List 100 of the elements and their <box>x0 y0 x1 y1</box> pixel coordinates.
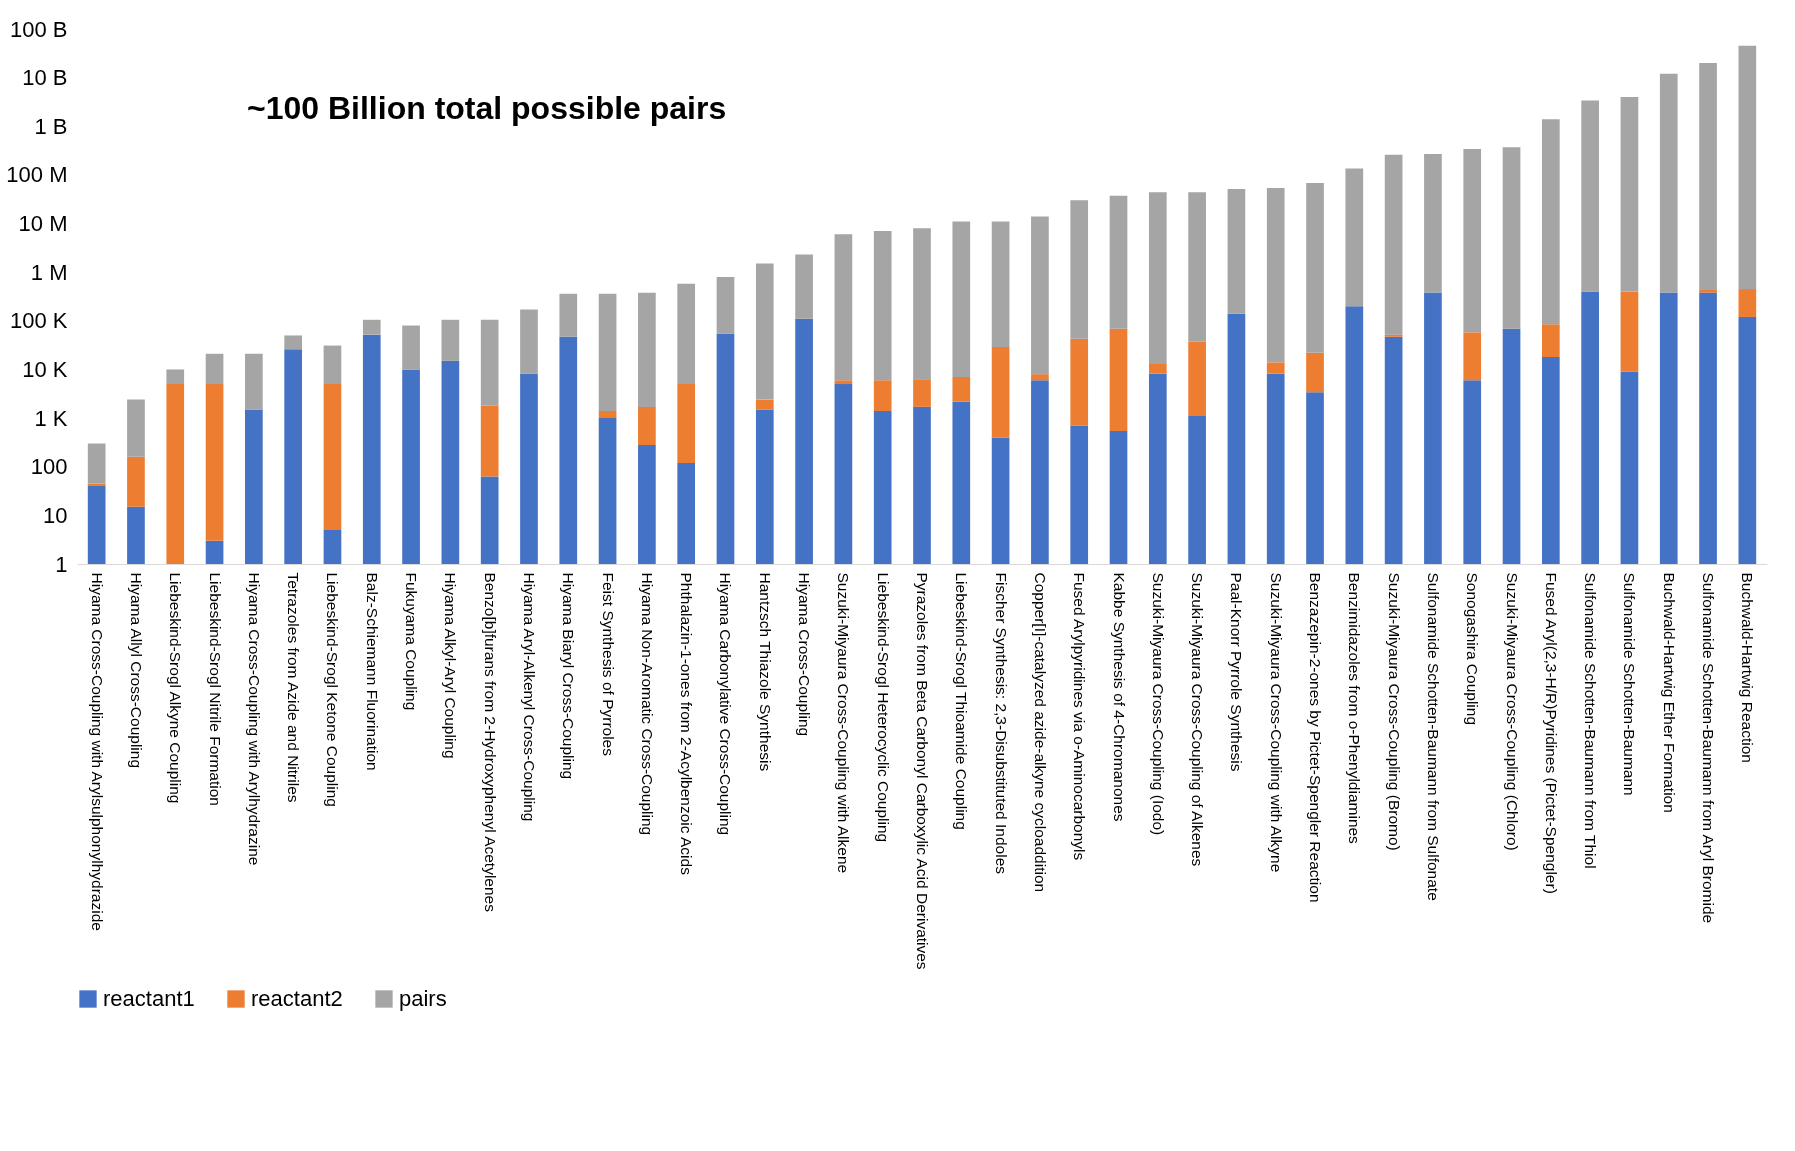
bar <box>284 335 303 350</box>
bar <box>520 309 538 374</box>
x-tick-label: Sulfonamide Schotten-Baumann <box>1621 572 1639 796</box>
x-tick-label: Fischer Synthesis: 2,3-Disubstituted Indoles <box>992 572 1010 875</box>
bar <box>834 384 853 564</box>
bar <box>755 399 774 410</box>
bar <box>284 349 303 564</box>
bar <box>952 376 971 402</box>
bar <box>1188 341 1206 417</box>
bar <box>952 221 971 377</box>
bar <box>991 221 1010 347</box>
x-tick-label: Hiyama Alkyl-Aryl Coupling <box>442 572 460 759</box>
bar <box>1306 183 1324 353</box>
bar <box>795 318 813 564</box>
bar <box>166 369 185 385</box>
bar <box>402 369 420 564</box>
bar <box>245 353 263 410</box>
bar <box>1188 192 1206 342</box>
x-tick-label: Suzuki-Miyaura Cross-Coupling (Chloro) <box>1503 572 1521 851</box>
bar <box>1463 149 1482 333</box>
x-tick-label: Sulfonamide Schotten-Baumann from Thiol <box>1582 572 1600 869</box>
bar <box>1738 45 1757 290</box>
bar <box>245 409 263 564</box>
bar <box>638 444 656 564</box>
bar <box>1384 154 1403 335</box>
bar <box>1738 316 1757 564</box>
bar <box>1502 147 1521 329</box>
y-tick-label: 1 <box>55 551 68 577</box>
bar <box>1463 380 1482 564</box>
x-tick-label: Liebeskind-Srogl Ketone Coupling <box>324 572 342 807</box>
x-tick-label: Hiyama Carbonylative Cross-Coupling <box>717 572 735 836</box>
bar <box>362 319 381 335</box>
x-tick-label: Buchwald-Hartwig Reaction <box>1739 572 1757 763</box>
x-tick-label: Liebeskind-Srogl Thioamide Coupling <box>953 572 971 830</box>
x-tick-label: Fused Aryl(2,3-H/R)Pyridines (Pictet-Spengler) <box>1542 572 1560 894</box>
bar <box>952 401 971 564</box>
bar <box>1070 425 1089 564</box>
bar <box>873 231 892 381</box>
x-tick-label: Hantzsch Thiazole Synthesis <box>756 572 774 772</box>
bar <box>1070 200 1089 339</box>
bar <box>323 530 342 564</box>
bar <box>1266 373 1285 564</box>
x-tick-label: Hiyama Cross-Coupling with Arylhydrazine <box>245 572 263 866</box>
bar <box>1502 328 1521 564</box>
bar <box>1463 332 1482 381</box>
bar <box>127 456 145 507</box>
x-tick-label: Hiyama Aryl-Alkenyl Cross-Coupling <box>520 572 538 822</box>
x-tick-label: Copper[I]-catalyzed azide-alkyne cycloaddition <box>1031 572 1049 893</box>
y-tick-label: 100 K <box>10 308 68 334</box>
bar <box>1699 290 1717 293</box>
bar <box>559 293 578 337</box>
bar <box>1541 357 1560 564</box>
bar <box>834 380 853 385</box>
x-tick-label: Hiyama Cross-Coupling with Arylsulphonylhydrazide <box>88 572 106 931</box>
bar <box>1581 100 1599 292</box>
x-tick-label: Paal-Knorr Pyrrole Synthesis <box>1228 572 1246 772</box>
bar <box>205 384 224 541</box>
bar <box>1109 328 1128 432</box>
bar <box>598 410 617 419</box>
x-tick-label: Liebeskind-Srogl Nitrile Formation <box>206 572 224 806</box>
bar <box>1384 336 1403 564</box>
x-tick-label: Liebeskind-Srogl Heterocyclic Coupling <box>874 572 892 843</box>
bar <box>402 325 420 370</box>
bar <box>873 380 892 411</box>
x-tick-label: Sulfonamide Schotten-Baumann from Sulfonate <box>1424 572 1442 901</box>
bar <box>1227 313 1246 564</box>
x-tick-label: Benzazepin-2-ones by Pictet-Spengler Reaction <box>1307 572 1325 903</box>
bar <box>755 409 774 564</box>
bar <box>1581 291 1599 564</box>
bar <box>913 228 931 380</box>
bar <box>677 283 696 385</box>
bar <box>1738 289 1757 317</box>
bar <box>677 462 696 564</box>
bar <box>1541 324 1560 358</box>
y-tick-label: 10 <box>43 502 68 528</box>
bar <box>1148 192 1167 364</box>
bar <box>205 353 224 385</box>
x-tick-label: Hiyama Non-Aromatic Cross-Coupling <box>638 572 656 836</box>
y-tick-label: 100 B <box>10 16 68 42</box>
bar <box>1070 338 1089 426</box>
bar <box>1620 96 1639 292</box>
y-tick-label: 100 M <box>6 162 68 188</box>
bar <box>716 276 735 334</box>
x-tick-label: Buchwald-Hartwig Ether Formation <box>1660 572 1678 813</box>
x-tick-label: Liebeskind-Srogl Alkyne Coupling <box>167 572 185 804</box>
bar <box>1109 431 1128 564</box>
x-tick-label: Kabbe Synthesis of 4-Chromanones <box>1110 572 1128 822</box>
x-tick-label: Pyrazoles from Beta Carbonyl Carboxylic Acid Derivatives <box>914 572 931 970</box>
bar <box>1148 363 1167 374</box>
x-tick-label: Fukuyama Coupling <box>403 572 421 711</box>
bar <box>87 486 106 564</box>
x-tick-label: Suzuki-Miyaura Cross-Coupling (Bromo) <box>1385 572 1403 851</box>
bar <box>480 476 499 564</box>
legend-label: pairs <box>399 986 447 1011</box>
y-tick-label: 10 M <box>18 211 68 237</box>
bar <box>127 506 145 564</box>
bar <box>87 443 106 484</box>
bar <box>441 360 460 564</box>
bar <box>795 254 813 319</box>
annotation: ~100 Billion total possible pairs <box>247 90 727 126</box>
